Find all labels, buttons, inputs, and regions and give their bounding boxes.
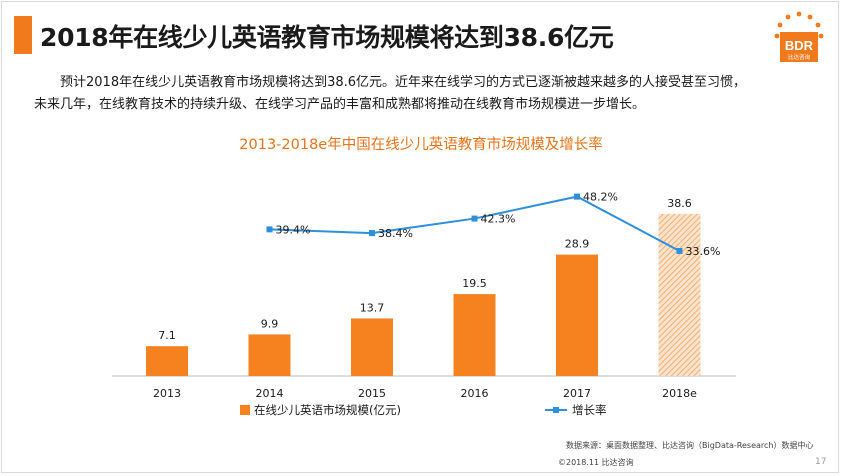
logo-text: BDR — [785, 38, 814, 53]
x-tick-2018e: 2018e — [662, 387, 697, 400]
growth-point-2015 — [369, 230, 375, 237]
x-tick-2015: 2015 — [358, 387, 386, 400]
chart-title: 2013-2018e年中国在线少儿英语教育市场规模及增长率 — [239, 137, 603, 153]
description-line-2: 未来几年，在线教育技术的持续升级、在线学习产品的丰富和成熟都将推动在线教育市场规… — [34, 97, 646, 112]
page-title: 2018年在线少儿英语教育市场规模将达到38.6亿元 — [40, 23, 614, 52]
growth-point-2016 — [471, 215, 478, 222]
legend-bar-label: 在线少儿英语市场规模(亿元) — [254, 403, 401, 417]
page-number: 17 — [815, 457, 827, 467]
bar-2015 — [351, 318, 393, 376]
bar-2018e — [658, 213, 701, 376]
bar-label-2016: 19.5 — [462, 277, 487, 290]
bar-2014 — [248, 334, 291, 376]
title-accent-bar — [14, 16, 32, 54]
data-source: 数据来源：桌面数据整理、比达咨询（BigData-Research）数据中心 — [566, 441, 814, 450]
growth-label-2016: 42.3% — [481, 213, 516, 226]
bar-2016 — [453, 294, 496, 376]
growth-rate-line — [269, 195, 680, 252]
growth-point-2014 — [266, 226, 273, 233]
bar-2017 — [556, 254, 598, 376]
growth-point-2017 — [574, 193, 580, 200]
copyright: ©2018.11 比达咨询 — [558, 458, 634, 467]
bar-label-2017: 28.9 — [565, 238, 590, 251]
growth-label-2017: 48.2% — [583, 191, 618, 204]
growth-point-2018e — [676, 247, 683, 254]
description-line-1: 预计2018年在线少儿英语教育市场规模将达到38.6亿元。近年来在线学习的方式已… — [60, 75, 747, 90]
growth-label-2015: 38.4% — [378, 227, 413, 240]
bar-2013 — [146, 346, 188, 376]
legend-bar-swatch — [240, 405, 250, 415]
bar-label-2015: 13.7 — [360, 301, 385, 314]
description: 预计2018年在线少儿英语教育市场规模将达到38.6亿元。近年来在线学习的方式已… — [34, 72, 824, 116]
x-tick-2016: 2016 — [461, 387, 489, 400]
growth-label-2014: 39.4% — [276, 223, 311, 236]
logo-subtext: 比达咨询 — [788, 53, 811, 61]
x-tick-2014: 2014 — [256, 387, 284, 400]
x-tick-2017: 2017 — [563, 387, 591, 400]
growth-label-2018e: 33.6% — [686, 245, 721, 258]
x-tick-2013: 2013 — [153, 387, 181, 400]
bar-label-2013: 7.1 — [158, 329, 176, 342]
legend-line-marker — [553, 407, 559, 413]
legend-line-label: 增长率 — [572, 403, 607, 417]
bar-label-2018e: 38.6 — [667, 197, 692, 210]
bar-label-2014: 9.9 — [261, 317, 279, 330]
bdr-logo-icon: BDR 比达咨询 — [774, 11, 824, 62]
